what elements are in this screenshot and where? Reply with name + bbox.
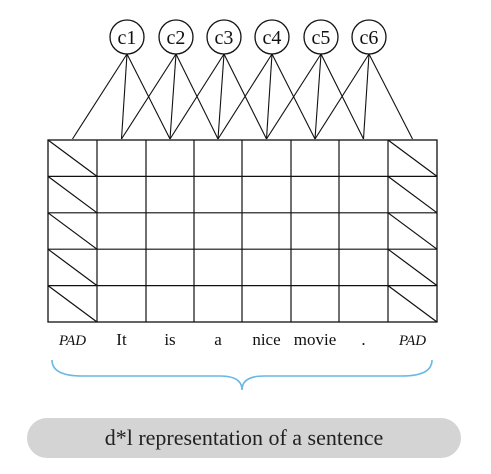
connection-edge: [314, 53, 370, 140]
sentence-brace: [51, 359, 433, 391]
connection-edge: [120, 53, 128, 140]
connection-edge: [121, 53, 177, 140]
pad-right-diagonal: [387, 139, 438, 177]
pad-right-diagonal: [387, 212, 438, 250]
context-node-label: c1: [118, 27, 137, 49]
connection-edge: [265, 53, 273, 140]
pad-left-diagonal: [47, 139, 98, 177]
connection-edge: [368, 53, 413, 140]
connection-edges: [72, 53, 413, 140]
connection-edge: [72, 53, 128, 140]
connection-edge: [314, 53, 322, 140]
pad-left-diagonal: [47, 212, 98, 250]
token-label: is: [164, 330, 175, 349]
context-node-c2: [158, 19, 194, 55]
embedding-grid: [47, 139, 438, 323]
pad-left-diagonal: [47, 285, 98, 323]
context-node-c5: [303, 19, 339, 55]
connection-edge: [217, 53, 273, 140]
token-label: nice: [252, 330, 280, 349]
token-label: It: [116, 330, 127, 349]
token-label: a: [214, 330, 222, 349]
context-node-label: c3: [215, 27, 234, 49]
context-node-label: c5: [312, 27, 331, 49]
pad-right-diagonal: [387, 285, 438, 323]
connection-edge: [217, 53, 225, 140]
pad-right-diagonal: [387, 175, 438, 214]
context-node-label: c2: [167, 27, 186, 49]
token-label: movie: [294, 330, 337, 349]
pad-token-label: PAD: [398, 333, 426, 349]
connection-edge: [266, 53, 322, 140]
connection-edge: [362, 53, 370, 140]
connection-edge: [169, 53, 225, 140]
caption-text: d*l representation of a sentence: [104, 425, 384, 450]
context-node-label: c6: [360, 27, 379, 49]
context-node-c3: [206, 19, 242, 55]
caption-bar: d*l representation of a sentence: [27, 418, 461, 458]
pad-left-diagonal: [47, 248, 98, 287]
token-label: .: [361, 330, 365, 349]
pad-right-diagonal: [387, 248, 438, 287]
token-labels: PAD It is a nice movie. PAD: [58, 330, 426, 349]
pad-left-diagonal: [47, 175, 98, 214]
pad-token-label: PAD: [58, 333, 86, 349]
context-nodes: c1 c2 c3 c4 c5 c6: [109, 19, 387, 55]
context-node-c4: [254, 19, 290, 55]
context-node-c1: [109, 19, 145, 55]
context-node-label: c4: [263, 27, 282, 49]
connection-edge: [169, 53, 177, 140]
context-node-c6: [351, 19, 387, 55]
